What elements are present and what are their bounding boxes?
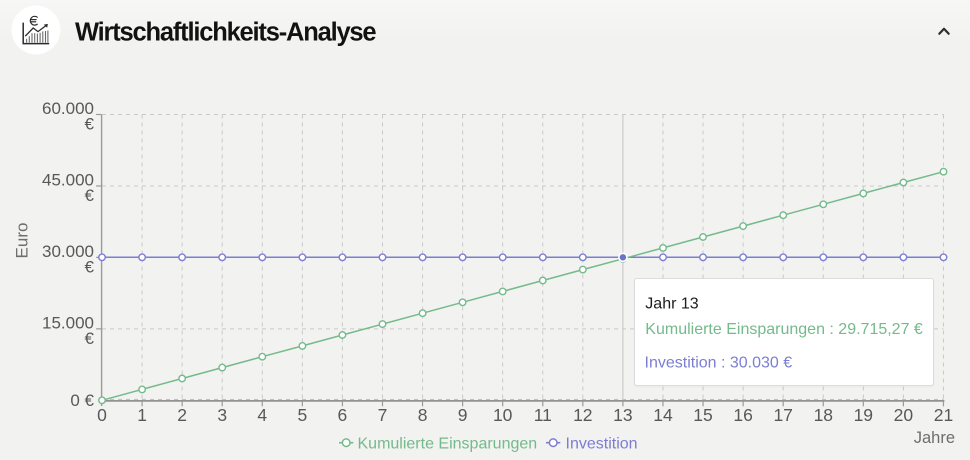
svg-text:Kumulierte Einsparungen: Kumulierte Einsparungen: [358, 435, 538, 452]
svg-text:45.000: 45.000: [42, 170, 94, 189]
svg-text:Wirtschaftlichkeits-Analyse: Wirtschaftlichkeits-Analyse: [75, 18, 376, 46]
svg-text:11: 11: [534, 405, 552, 425]
svg-text:4: 4: [257, 405, 267, 425]
svg-text:18: 18: [814, 405, 833, 425]
svg-text:13: 13: [613, 405, 632, 425]
svg-text:€: €: [85, 257, 95, 276]
svg-text:€: €: [85, 329, 95, 348]
svg-text:14: 14: [653, 405, 673, 425]
svg-text:0 €: 0 €: [70, 391, 94, 410]
svg-text:15.000: 15.000: [42, 313, 94, 332]
svg-text:20: 20: [894, 405, 914, 425]
svg-text:Investition: Investition: [566, 435, 638, 452]
svg-text:2: 2: [177, 405, 187, 425]
svg-text:19: 19: [854, 405, 873, 425]
svg-text:0: 0: [97, 405, 107, 425]
svg-text:7: 7: [378, 405, 388, 425]
svg-text:21: 21: [934, 405, 953, 425]
svg-text:1: 1: [137, 405, 147, 425]
svg-text:3: 3: [217, 405, 227, 425]
svg-text:Kumulierte Einsparungen : 29.7: Kumulierte Einsparungen : 29.715,27 €: [645, 321, 923, 338]
svg-text:Jahr 13: Jahr 13: [645, 296, 698, 313]
svg-text:12: 12: [573, 405, 592, 425]
svg-text:8: 8: [418, 405, 428, 425]
svg-text:60.000: 60.000: [42, 99, 94, 118]
svg-text:5: 5: [298, 405, 308, 425]
svg-text:9: 9: [458, 405, 468, 425]
svg-text:10: 10: [493, 405, 513, 425]
svg-text:6: 6: [338, 405, 348, 425]
svg-text:15: 15: [693, 405, 712, 425]
svg-text:30.000: 30.000: [42, 242, 94, 261]
svg-text:€: €: [85, 186, 95, 205]
svg-text:Jahre: Jahre: [914, 429, 955, 447]
svg-text:Investition : 30.030 €: Investition : 30.030 €: [645, 355, 793, 372]
svg-text:17: 17: [773, 405, 792, 425]
svg-text:16: 16: [733, 405, 752, 425]
svg-text:€: €: [85, 115, 95, 134]
svg-text:Euro: Euro: [13, 223, 32, 259]
